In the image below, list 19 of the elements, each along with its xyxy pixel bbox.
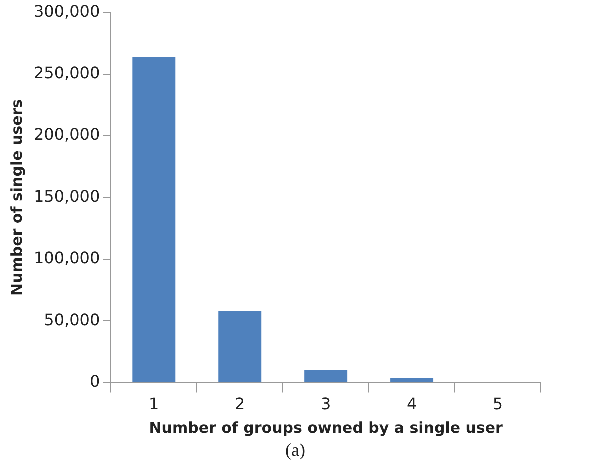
y-tick-label: 150,000 [34,186,100,206]
bar [390,378,434,382]
y-tick-label: 250,000 [34,63,100,82]
x-tick-label: 3 [320,394,332,414]
y-tick-label: 200,000 [34,125,100,144]
y-tick-label: 100,000 [34,248,100,268]
x-tick-label: 5 [492,394,504,414]
y-axis-title: Number of single users [8,99,26,296]
x-axis-title: Number of groups owned by a single user [149,418,504,437]
y-tick-label: 50,000 [44,310,100,330]
bar [132,57,176,382]
y-tick-label: 300,000 [34,2,100,21]
text: (a) [284,440,306,461]
x-tick-label: 4 [406,394,418,414]
bar [218,311,262,382]
y-tick-label: 0 [90,372,100,391]
bar [304,370,348,382]
x-tick-label: 2 [235,394,246,414]
x-tick-label: 1 [149,394,160,414]
